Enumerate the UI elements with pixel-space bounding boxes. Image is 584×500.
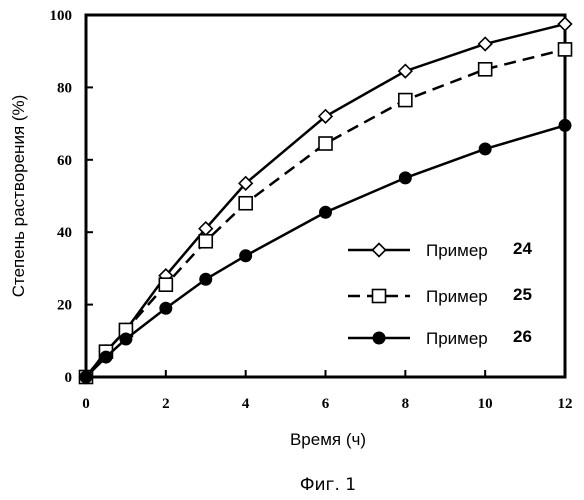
legend-label: Пример: [426, 241, 488, 260]
data-point: [559, 43, 572, 56]
y-axis-title: Степень растворения (%): [9, 95, 28, 298]
data-point: [160, 302, 172, 314]
figure-caption: Фиг. 1: [300, 475, 356, 495]
plot-area: [80, 15, 572, 384]
series-line: [86, 24, 565, 377]
x-tick-label: 4: [242, 396, 250, 412]
legend-label: Пример: [426, 287, 488, 306]
series-line: [86, 125, 565, 377]
data-point: [399, 65, 412, 78]
x-tick-label: 12: [558, 396, 573, 412]
data-point: [320, 206, 332, 218]
x-tick-label: 10: [478, 396, 493, 412]
y-tick-label: 60: [57, 153, 72, 169]
y-tick-label: 100: [50, 8, 73, 24]
legend-marker: [373, 244, 386, 257]
data-point: [159, 278, 172, 291]
legend: Пример 24 Пример 25 Пример 26: [348, 239, 532, 348]
data-point: [479, 143, 491, 155]
series-26: [80, 119, 571, 383]
legend-item-24: Пример 24: [348, 239, 532, 260]
x-axis-title: Время (ч): [290, 430, 366, 449]
data-point: [399, 94, 412, 107]
legend-number: 26: [513, 327, 532, 346]
data-point: [240, 250, 252, 262]
data-point: [239, 197, 252, 210]
y-tick-label: 80: [57, 80, 72, 96]
data-point: [319, 137, 332, 150]
x-tick-label: 6: [322, 396, 330, 412]
legend-item-26: Пример 26: [348, 327, 532, 348]
data-point: [200, 273, 212, 285]
data-point: [479, 37, 492, 50]
data-point: [120, 333, 132, 345]
series-24: [80, 18, 572, 384]
data-point: [199, 235, 212, 248]
y-tick-label: 0: [65, 370, 73, 386]
data-point: [559, 18, 572, 31]
legend-item-25: Пример 25: [348, 285, 532, 306]
x-tick-label: 2: [162, 396, 170, 412]
data-point: [399, 172, 411, 184]
legend-marker: [373, 332, 385, 344]
data-point: [100, 351, 112, 363]
x-tick-label: 0: [82, 396, 90, 412]
y-tick-label: 40: [57, 225, 72, 241]
data-point: [479, 63, 492, 76]
legend-marker: [373, 290, 386, 303]
x-tick-label: 8: [402, 396, 410, 412]
series-layer: [80, 18, 572, 384]
legend-number: 25: [513, 285, 532, 304]
legend-number: 24: [513, 239, 532, 258]
plot-frame: [86, 15, 565, 377]
legend-label: Пример: [426, 329, 488, 348]
y-tick-label: 20: [57, 298, 72, 314]
data-point: [559, 119, 571, 131]
